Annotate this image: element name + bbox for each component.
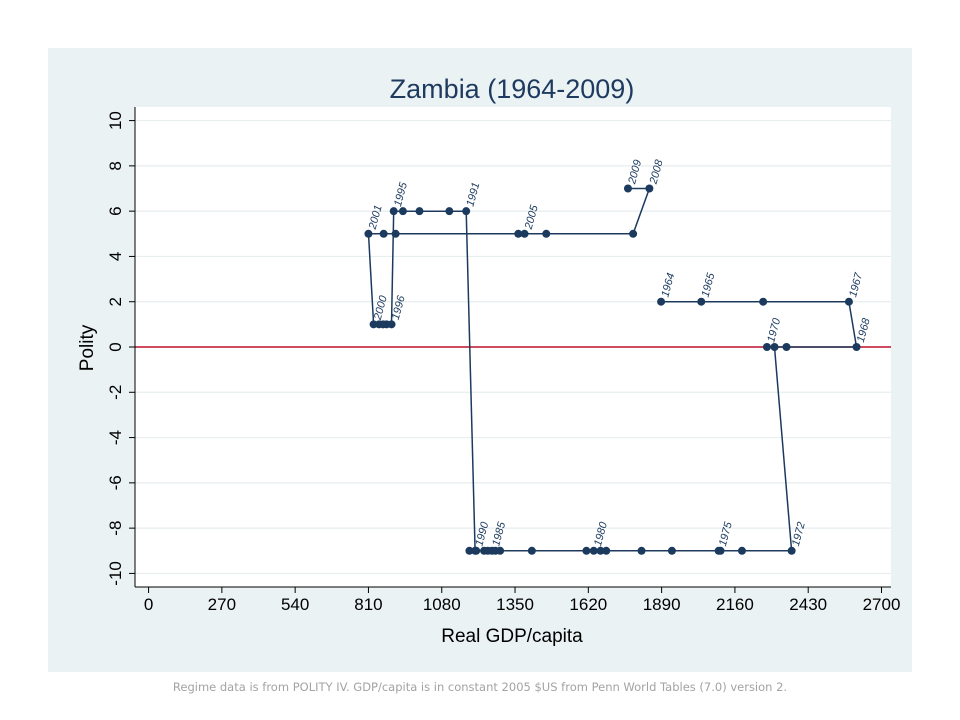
- data-point-2008: [645, 184, 654, 193]
- data-point-1968: [852, 343, 861, 351]
- data-point-1972: [787, 546, 796, 555]
- data-point-1964: [657, 297, 666, 306]
- x-tick-label: 540: [281, 595, 309, 614]
- chart-title: Zambia (1964-2009): [390, 74, 635, 104]
- data-point-2002: [379, 229, 388, 238]
- data-point-1975: [714, 546, 723, 555]
- y-tick-label: -4: [106, 430, 125, 445]
- data-point-2007: [629, 229, 638, 238]
- x-tick-label: 810: [354, 595, 382, 614]
- data-point-1991: [462, 207, 471, 216]
- x-tick-label: 1080: [423, 595, 461, 614]
- data-point-1994: [398, 207, 407, 216]
- x-tick-label: 270: [208, 595, 236, 614]
- data-point-1976: [667, 546, 676, 555]
- data-point-1982: [527, 546, 536, 555]
- data-point-2000: [369, 320, 378, 329]
- data-point-2009: [623, 184, 632, 193]
- data-point-1971: [770, 343, 779, 351]
- x-tick-label: 1890: [643, 595, 681, 614]
- data-point-2005: [520, 229, 529, 238]
- x-tick-label: 2160: [716, 595, 754, 614]
- data-point-1992: [445, 207, 454, 216]
- data-point-2006: [542, 229, 551, 238]
- data-point-1995: [389, 207, 398, 216]
- data-point-1965: [697, 297, 706, 306]
- y-tick-label: 0: [106, 342, 125, 351]
- y-tick-label: 2: [106, 297, 125, 306]
- data-point-1993: [415, 207, 424, 216]
- y-tick-label: 6: [106, 206, 125, 215]
- data-points: [364, 184, 861, 555]
- footnote: Regime data is from POLITY IV. GDP/capit…: [172, 680, 788, 694]
- x-axis-title: Real GDP/capita: [441, 626, 583, 647]
- y-tick-label: -10: [106, 561, 125, 586]
- data-point-1990: [471, 546, 480, 555]
- y-tick-label: -8: [106, 521, 125, 536]
- data-point-2004: [514, 229, 523, 238]
- data-point-1977: [637, 546, 646, 555]
- data-point-1981: [582, 546, 591, 555]
- y-tick-label: 10: [106, 111, 125, 130]
- y-tick-label: 8: [106, 161, 125, 170]
- y-axis-title: Polity: [77, 324, 98, 371]
- data-point-2003: [391, 229, 400, 238]
- data-point-2001: [364, 229, 373, 238]
- data-point-1970: [762, 343, 771, 351]
- y-tick-label: 4: [106, 252, 125, 261]
- data-point-1973: [737, 546, 746, 555]
- data-point-1967: [844, 297, 853, 306]
- data-point-1987: [480, 546, 489, 555]
- x-tick-label: 2430: [789, 595, 827, 614]
- data-point-1978: [602, 546, 611, 555]
- y-tick-label: -2: [106, 385, 125, 400]
- data-point-1966: [759, 297, 768, 306]
- gridlines-foreground: [135, 119, 891, 575]
- data-point-1980: [589, 546, 598, 555]
- x-tick-label: 1350: [496, 595, 534, 614]
- x-tick-label: 0: [144, 595, 153, 614]
- y-tick-label: -6: [106, 475, 125, 490]
- data-point-1969: [782, 343, 791, 351]
- x-tick-label: 1620: [569, 595, 607, 614]
- data-point-1979: [596, 546, 605, 555]
- x-tick-label: 2700: [863, 595, 901, 614]
- data-point-1989: [465, 546, 474, 555]
- chart-panel: -10 -8 -6 -4 -2 0 2 4 6 8 10 0 270 540 810 1080 1350 1620…: [48, 48, 912, 672]
